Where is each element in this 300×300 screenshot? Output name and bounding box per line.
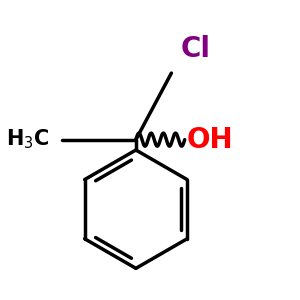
Text: Cl: Cl bbox=[180, 35, 210, 63]
Text: H$_3$C: H$_3$C bbox=[6, 128, 50, 152]
Text: OH: OH bbox=[186, 126, 233, 154]
